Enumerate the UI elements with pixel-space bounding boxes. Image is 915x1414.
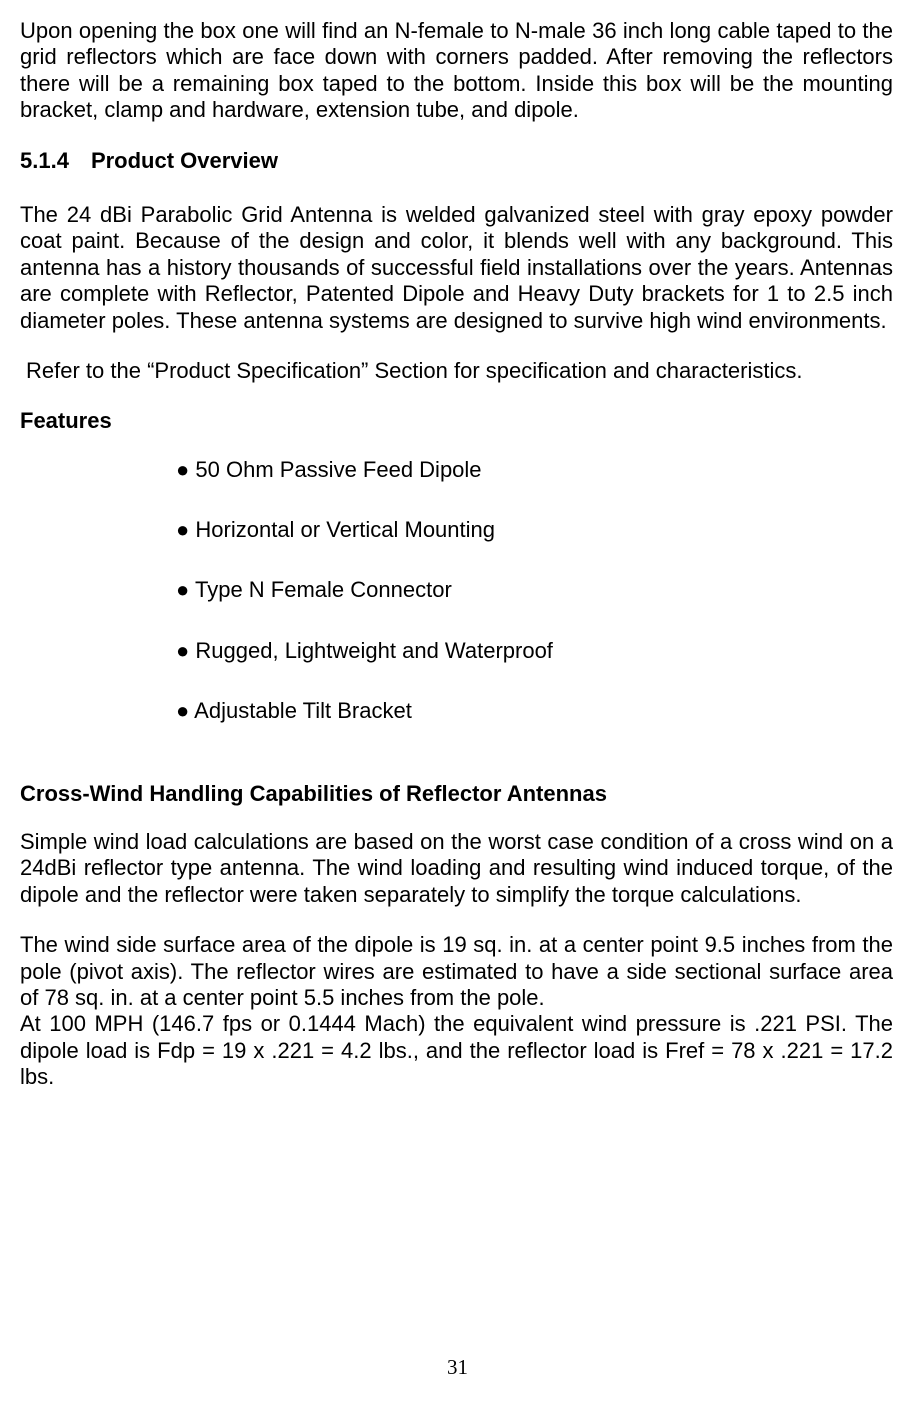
feature-item: ● Horizontal or Vertical Mounting <box>20 517 893 543</box>
overview-paragraph: The 24 dBi Parabolic Grid Antenna is wel… <box>20 202 893 334</box>
page-number: 31 <box>0 1355 915 1380</box>
refer-line: Refer to the “Product Specification” Sec… <box>20 358 893 384</box>
document-page: Upon opening the box one will find an N-… <box>0 0 915 1414</box>
intro-paragraph: Upon opening the box one will find an N-… <box>20 18 893 124</box>
section-number: 5.1.4 <box>20 148 69 174</box>
feature-item: ● Type N Female Connector <box>20 577 893 603</box>
crosswind-para-1: Simple wind load calculations are based … <box>20 829 893 908</box>
crosswind-para-2a: The wind side surface area of the dipole… <box>20 932 893 1011</box>
feature-item: ● Adjustable Tilt Bracket <box>20 698 893 724</box>
features-heading: Features <box>20 408 893 434</box>
crosswind-para-2b: At 100 MPH (146.7 fps or 0.1444 Mach) th… <box>20 1011 893 1090</box>
feature-item: ● 50 Ohm Passive Feed Dipole <box>20 457 893 483</box>
section-heading: 5.1.4 Product Overview <box>20 148 893 174</box>
features-list: ● 50 Ohm Passive Feed Dipole ● Horizonta… <box>20 457 893 725</box>
crosswind-heading: Cross-Wind Handling Capabilities of Refl… <box>20 781 893 807</box>
feature-item: ● Rugged, Lightweight and Waterproof <box>20 638 893 664</box>
section-title: Product Overview <box>91 148 278 173</box>
